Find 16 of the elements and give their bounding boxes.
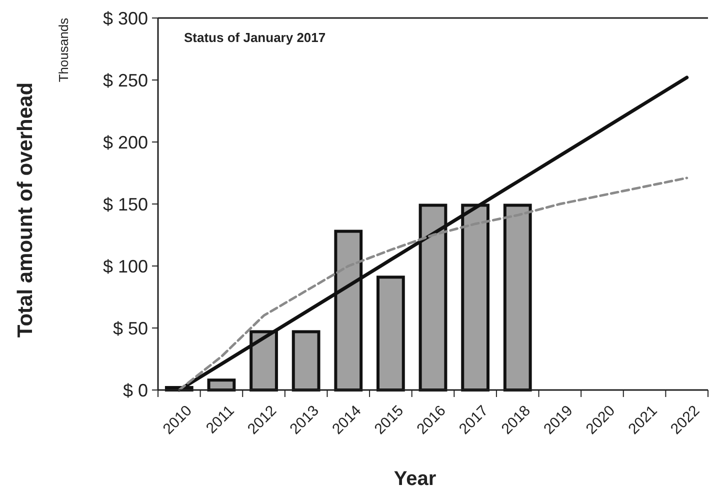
annotation: Status of January 2017 (184, 30, 326, 45)
bar (207, 378, 236, 392)
y-tick-label: $ 0 (122, 380, 148, 400)
y-tick-label: $ 50 (112, 318, 148, 338)
y-tick-label: $ 250 (102, 70, 148, 90)
bar (503, 204, 532, 392)
y-axis-title: Total amount of overhead (14, 82, 37, 338)
bar (376, 276, 405, 392)
y-tick-label: $ 100 (102, 256, 148, 276)
y-tick-label: $ 200 (102, 132, 148, 152)
text: Thousands (56, 17, 71, 82)
bar (292, 330, 320, 392)
y-tick-label: $ 150 (102, 194, 148, 214)
x-axis-title: Year (394, 468, 436, 490)
line-series (178, 176, 688, 392)
y-tick-label: $ 300 (102, 8, 148, 28)
